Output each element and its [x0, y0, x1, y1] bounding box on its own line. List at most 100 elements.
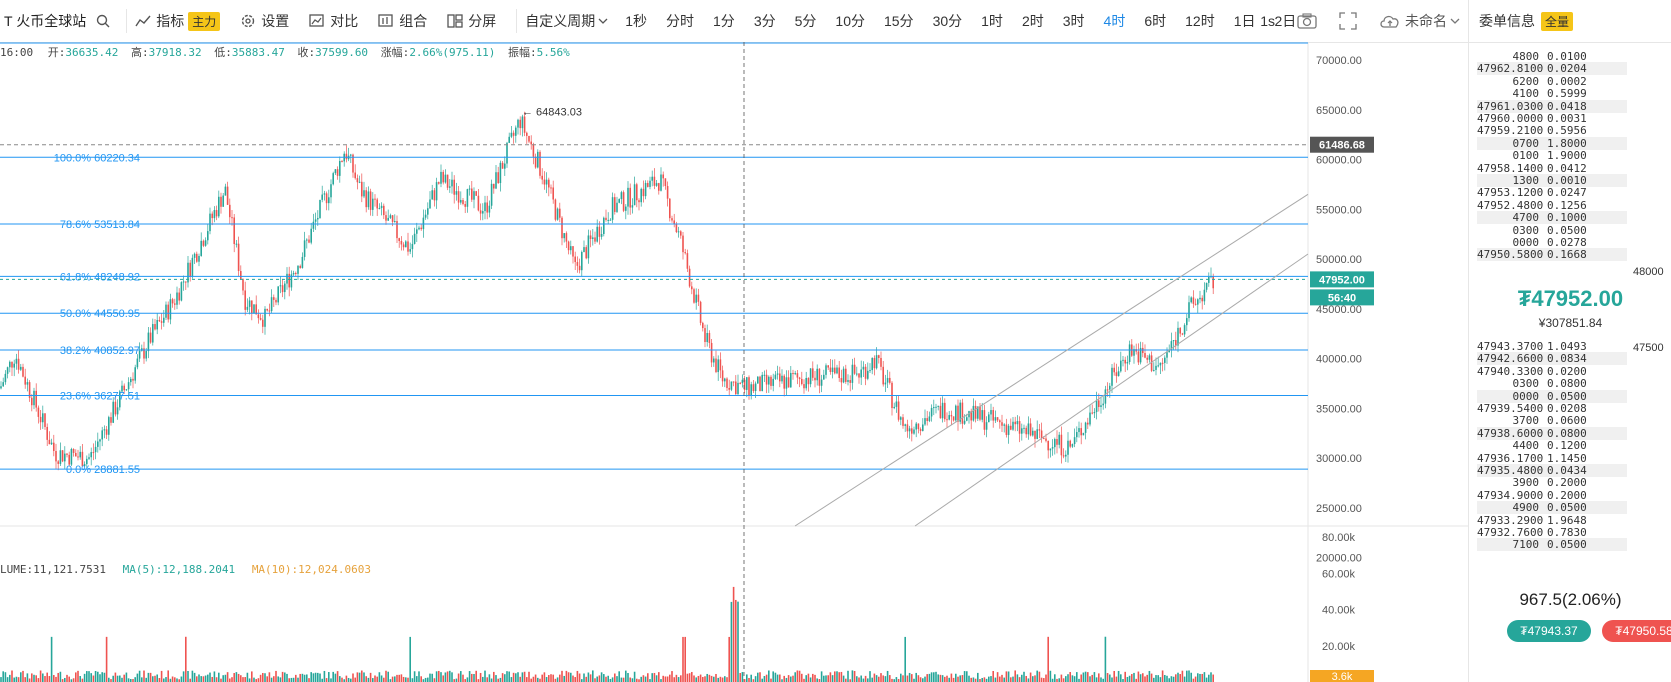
- bid-row[interactable]: 4900 0.0500: [1477, 501, 1627, 515]
- bid-row[interactable]: 47936.1700 1.1450: [1477, 452, 1627, 465]
- best-bid-button[interactable]: ₮47943.37: [1507, 620, 1591, 642]
- volume-bar: [147, 672, 150, 682]
- period-tab-1[interactable]: 分时: [666, 13, 695, 29]
- bid-row[interactable]: 47934.9000 0.2000: [1477, 489, 1627, 502]
- bid-row[interactable]: 3700 0.0600: [1477, 414, 1627, 427]
- volume-bar: [684, 636, 686, 682]
- bid-row[interactable]: 47942.6600 0.0834: [1477, 352, 1627, 366]
- period-tab-5[interactable]: 10分: [835, 13, 865, 29]
- candle-body: [427, 208, 429, 215]
- order-price: 7100: [1512, 538, 1540, 552]
- volume-bar: [11, 670, 13, 682]
- ask-row[interactable]: 47952.4800 0.1256: [1477, 199, 1627, 212]
- volume-bar: [981, 677, 983, 682]
- ask-row[interactable]: 47959.2100 0.5956: [1477, 124, 1627, 137]
- bid-row[interactable]: 3900 0.2000: [1477, 476, 1627, 489]
- bid-row[interactable]: 47933.2900 1.9648: [1477, 514, 1627, 527]
- period-tab-2[interactable]: 1分: [713, 13, 735, 29]
- period-tab-12[interactable]: 6时: [1144, 13, 1167, 29]
- bid-row[interactable]: 4400 0.1200: [1477, 439, 1627, 452]
- bid-row[interactable]: 47939.5400 0.0208: [1477, 402, 1627, 415]
- fullscreen-icon[interactable]: [1339, 12, 1357, 30]
- volume-bar: [842, 675, 845, 682]
- bid-row[interactable]: 47932.7600 0.7830: [1477, 526, 1627, 539]
- period-tab-6[interactable]: 15分: [883, 13, 914, 29]
- ask-row[interactable]: 4700 0.1000: [1477, 211, 1627, 225]
- best-ask-button[interactable]: ₮47950.58: [1602, 620, 1671, 642]
- period-tab-10[interactable]: 3时: [1062, 13, 1085, 29]
- period-tab-8[interactable]: 1时: [981, 13, 1003, 29]
- ask-row[interactable]: 47958.1400 0.0412: [1477, 162, 1627, 175]
- period-tab-3[interactable]: 3分: [753, 13, 776, 29]
- bid-row[interactable]: 47935.4800 0.0434: [1477, 464, 1627, 477]
- candle-body: [638, 200, 640, 203]
- bid-row[interactable]: 0000 0.0500: [1477, 389, 1627, 403]
- ask-row[interactable]: 1300 0.0010: [1477, 174, 1627, 187]
- custom-period-dropdown[interactable]: 自定义周期: [525, 11, 613, 31]
- candle-body: [845, 368, 847, 382]
- bid-row[interactable]: 0300 0.0800: [1477, 377, 1627, 390]
- bid-row[interactable]: 47940.3300 0.0200: [1477, 365, 1627, 378]
- candle-body: [286, 273, 288, 284]
- volume-bar: [171, 676, 174, 682]
- candlestick-chart[interactable]: 70000.00 65000.00 60000.00 55000.00 50000.00…: [0, 42, 1468, 682]
- ask-row[interactable]: 0300 0.0500: [1477, 224, 1627, 237]
- candle-body: [948, 415, 950, 420]
- volume-bar: [1157, 675, 1159, 682]
- ask-row[interactable]: 47960.0000 0.0031: [1477, 112, 1627, 125]
- bid-row[interactable]: 47943.3700 1.0493: [1477, 340, 1627, 353]
- compare-button[interactable]: 对比: [309, 11, 358, 31]
- candle-body: [556, 208, 559, 220]
- ask-row[interactable]: 47950.5800 0.1668: [1477, 248, 1627, 262]
- orderbook-badge[interactable]: 全量: [1541, 11, 1574, 31]
- volume-bar: [963, 671, 966, 682]
- candle-body: [48, 439, 51, 445]
- ask-row[interactable]: 47953.1200 0.0247: [1477, 186, 1627, 199]
- candle-body: [666, 186, 669, 199]
- bid-row[interactable]: 7100 0.0500: [1477, 538, 1627, 552]
- candle-body: [1087, 422, 1089, 425]
- period-tab-0[interactable]: 1秒: [625, 13, 648, 29]
- period-tab-4[interactable]: 5分: [794, 13, 817, 29]
- period-tab-13[interactable]: 12时: [1185, 13, 1215, 29]
- candle-body: [633, 184, 636, 206]
- volume-bar: [378, 672, 381, 682]
- period-tab-14[interactable]: 1日: [1233, 13, 1256, 29]
- ask-row[interactable]: 0100 1.9000: [1477, 149, 1627, 162]
- volume-bar: [970, 677, 972, 682]
- chart-area[interactable]: 70000.00 65000.00 60000.00 55000.00 50000.00…: [0, 42, 1468, 682]
- candle-body: [178, 292, 180, 301]
- candle-body: [768, 376, 770, 385]
- period-tab-15[interactable]: 2日: [1274, 13, 1297, 29]
- search-icon[interactable]: [96, 14, 110, 28]
- ask-row[interactable]: 0700 1.8000: [1477, 136, 1627, 150]
- candle-body: [361, 181, 363, 197]
- settings-button[interactable]: 设置: [240, 11, 289, 31]
- candle-body: [266, 308, 268, 311]
- volume-bar: [257, 678, 260, 682]
- order-amount: 0.1668: [1547, 248, 1587, 262]
- cloud-user-menu[interactable]: 未命名: [1379, 11, 1460, 31]
- candle-body: [944, 402, 946, 420]
- ask-row[interactable]: 4800 0.0100: [1477, 50, 1627, 63]
- period-tab-11[interactable]: 4时: [1103, 13, 1126, 29]
- period-tab-9[interactable]: 2时: [1021, 13, 1044, 29]
- camera-icon[interactable]: [1297, 13, 1317, 29]
- indicator-button[interactable]: 指标 主力: [135, 11, 221, 31]
- period-tab-7[interactable]: 30分: [932, 13, 963, 29]
- ask-row[interactable]: 47962.8100 0.0204: [1477, 62, 1627, 76]
- candle-body: [521, 116, 524, 129]
- combine-button[interactable]: 组合: [378, 11, 427, 31]
- volume-bar: [660, 679, 662, 682]
- candle-body: [869, 370, 871, 372]
- ask-row[interactable]: 47961.0300 0.0418: [1477, 99, 1627, 113]
- volume-bar: [229, 678, 231, 682]
- split-screen-button[interactable]: 分屏: [447, 11, 496, 31]
- ask-row[interactable]: 4100 0.5999: [1477, 87, 1627, 100]
- ask-row[interactable]: 6200 0.0002: [1477, 75, 1627, 88]
- bid-row[interactable]: 47938.6000 0.0800: [1477, 426, 1627, 440]
- candle-body: [354, 172, 356, 179]
- ask-row[interactable]: 0000 0.0278: [1477, 236, 1627, 249]
- candle-body: [180, 282, 183, 301]
- interval-button[interactable]: 1s: [1260, 13, 1275, 29]
